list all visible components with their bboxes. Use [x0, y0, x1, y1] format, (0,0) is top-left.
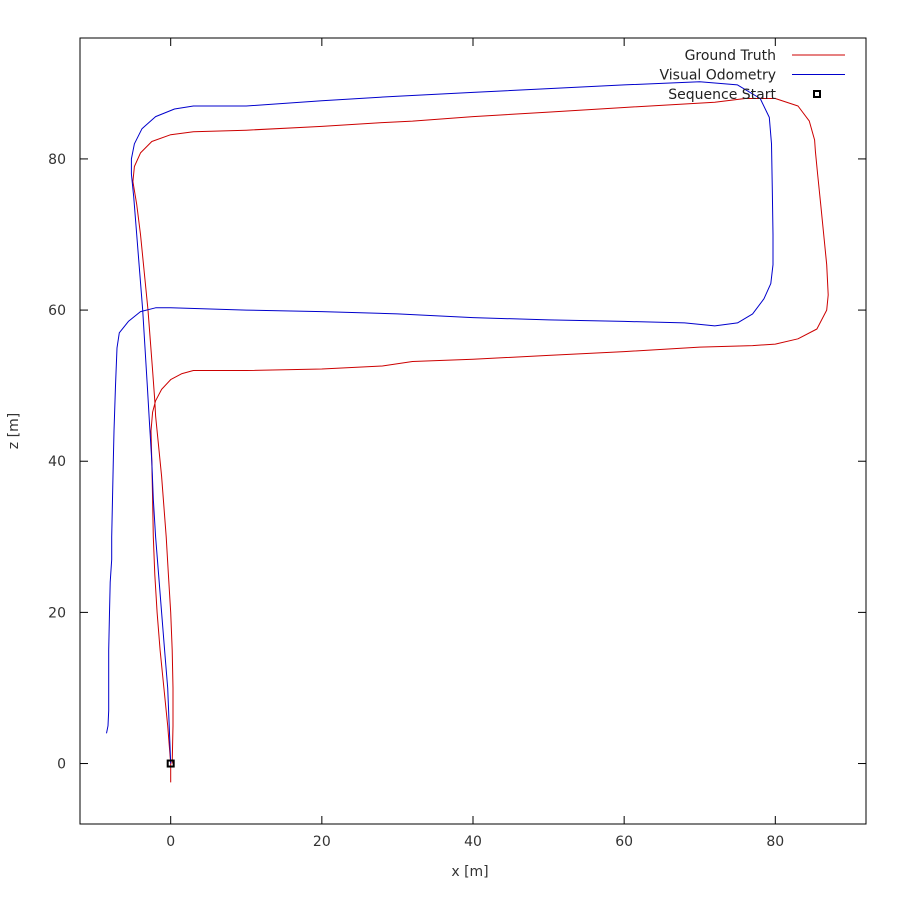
- x-tick-label: 0: [166, 834, 175, 850]
- plot-area: [106, 81, 829, 783]
- axis-ticks: 0 20 40 60 80 0 20 40 60 80: [48, 38, 866, 850]
- y-tick-label: 60: [48, 303, 66, 319]
- legend: Ground Truth Visual Odometry Sequence Star…: [660, 48, 845, 103]
- y-tick-label: 40: [48, 454, 66, 470]
- legend-label-visual-odometry: Visual Odometry: [660, 68, 777, 84]
- x-axis-label: x [m]: [451, 864, 488, 880]
- legend-label-sequence-start: Sequence Start: [668, 87, 776, 103]
- x-tick-label: 20: [313, 834, 331, 850]
- x-tick-label: 80: [766, 834, 784, 850]
- y-tick-label: 0: [57, 757, 66, 773]
- legend-swatch-sequence-start: [813, 90, 821, 98]
- y-axis-label: z [m]: [6, 413, 22, 449]
- visual-odometry-line: [106, 81, 774, 764]
- y-tick-label: 80: [48, 152, 66, 168]
- ground-truth-line: [132, 98, 829, 783]
- sequence-start-marker: [166, 759, 175, 768]
- x-tick-label: 40: [464, 834, 482, 850]
- x-tick-label: 60: [615, 834, 633, 850]
- plot-frame: [79, 37, 867, 825]
- y-tick-label: 20: [48, 605, 66, 621]
- legend-label-ground-truth: Ground Truth: [685, 48, 776, 64]
